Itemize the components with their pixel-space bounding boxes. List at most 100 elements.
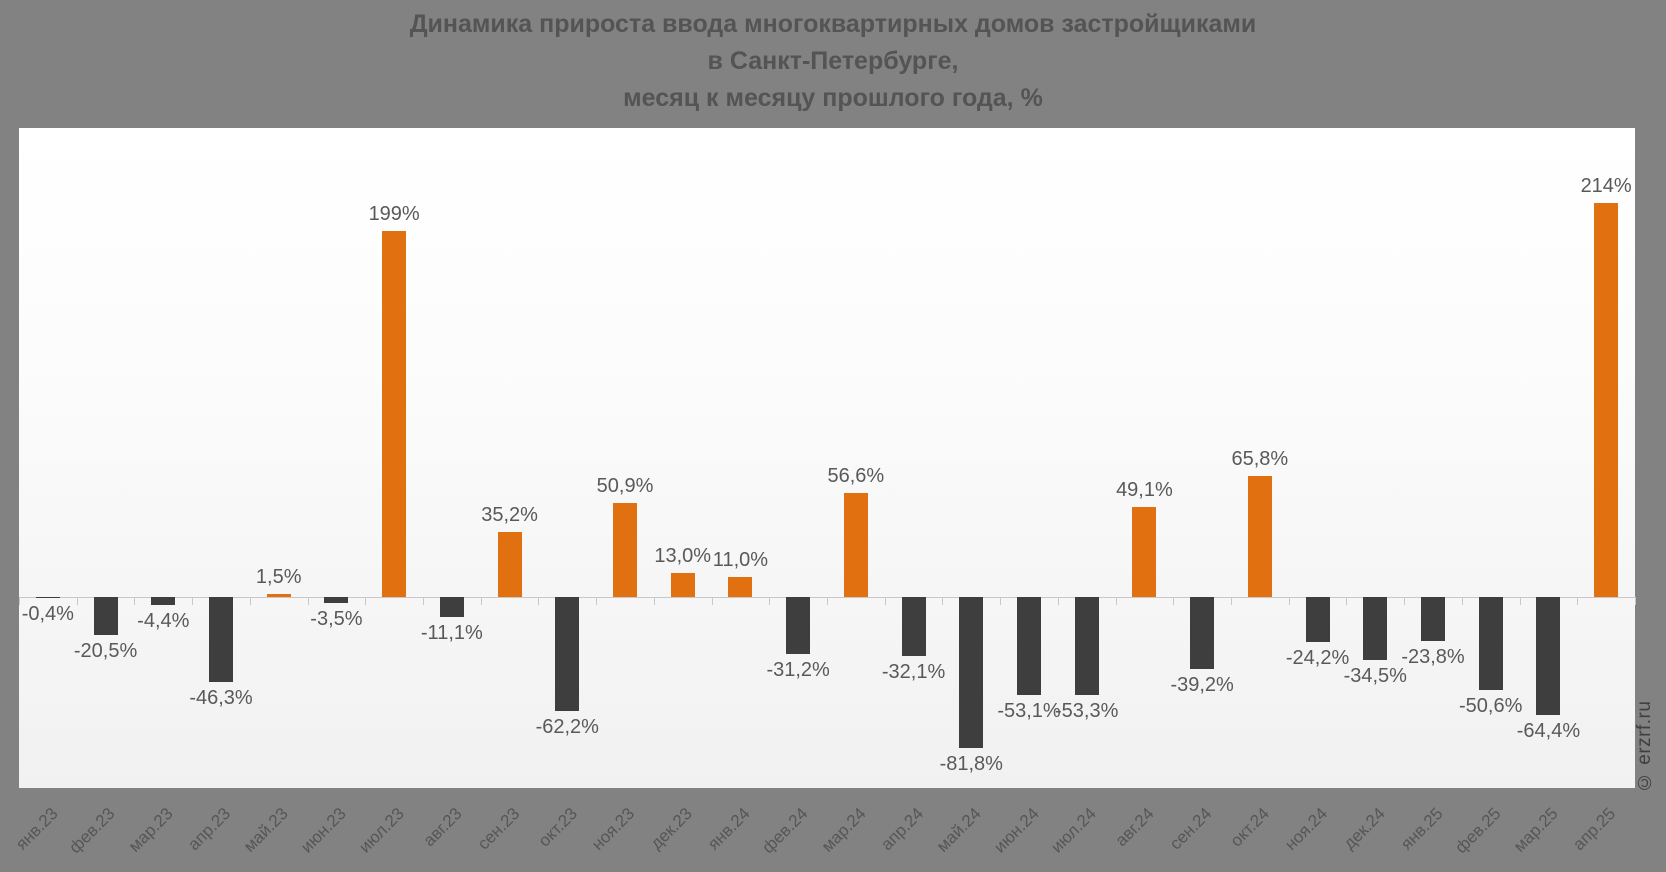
bar-value-label: 65,8% xyxy=(1231,447,1289,470)
axis-tick xyxy=(19,597,20,605)
x-axis-label: янв.23 xyxy=(11,804,62,854)
bar-янв.25 xyxy=(1421,597,1445,641)
axis-tick xyxy=(653,597,655,605)
bar-value-label: -0,4% xyxy=(21,603,74,625)
bar-июн.23 xyxy=(324,597,349,604)
x-axis-label: фев.24 xyxy=(758,804,812,858)
x-axis-label: сен.24 xyxy=(1166,804,1216,854)
x-axis-label: сен.23 xyxy=(473,804,523,854)
axis-tick xyxy=(1173,597,1175,605)
bar-value-label: 214% xyxy=(1580,175,1632,198)
bar-янв.24 xyxy=(728,576,753,597)
x-axis-label: дек.24 xyxy=(1339,804,1389,854)
bar-сен.24 xyxy=(1190,597,1215,670)
x-axis-label: апр.25 xyxy=(1569,804,1620,855)
bar-value-label: 1,5% xyxy=(255,566,302,589)
plot-area: -0,4% -20,5% -4,4% -46,3% 1,5% -3,5% 199% -11,1… xyxy=(19,128,1636,788)
x-axis-label: янв.24 xyxy=(704,804,754,854)
bar-value-label: -62,2% xyxy=(535,716,599,739)
axis-tick xyxy=(942,597,944,605)
x-axis-label: май.23 xyxy=(240,804,293,856)
bar-value-label: -46,3% xyxy=(189,687,253,710)
bar-окт.23 xyxy=(555,597,580,712)
bar-фев.23 xyxy=(93,597,118,635)
x-axis-label: фев.23 xyxy=(65,804,119,858)
axis-tick xyxy=(480,597,482,605)
bar-фев.25 xyxy=(1478,597,1503,691)
bar-value-label: -3,5% xyxy=(310,608,363,631)
bar-value-label: -4,4% xyxy=(137,610,190,633)
bar-value-label: -53,3% xyxy=(1055,700,1119,723)
axis-tick xyxy=(1000,597,1002,605)
bar-май.23 xyxy=(266,594,291,597)
axis-tick xyxy=(1115,597,1117,605)
bar-ноя.24 xyxy=(1305,597,1330,642)
x-axis-label: авг.24 xyxy=(1111,804,1158,851)
bar-июл.23 xyxy=(382,230,407,597)
x-axis-label: фев.25 xyxy=(1451,804,1505,858)
bar-дек.24 xyxy=(1363,597,1388,661)
x-axis-label: июл.23 xyxy=(354,804,408,857)
watermark-credit: © erzrf.ru xyxy=(1634,700,1655,792)
x-axis-label: май.24 xyxy=(932,804,985,856)
bar-value-label: 199% xyxy=(368,202,420,225)
axis-tick xyxy=(365,597,367,605)
axis-tick xyxy=(1519,597,1521,605)
bar-авг.24 xyxy=(1132,506,1157,597)
bar-мар.25 xyxy=(1536,597,1561,716)
bar-янв.23 xyxy=(35,597,60,598)
bar-value-label: -23,8% xyxy=(1401,645,1465,668)
bar-value-label: -64,4% xyxy=(1516,720,1581,743)
bar-ноя.23 xyxy=(613,503,637,597)
axis-tick xyxy=(827,597,828,605)
bar-сен.23 xyxy=(497,532,522,597)
bar-value-label: -31,2% xyxy=(766,659,830,682)
axis-tick xyxy=(1461,597,1463,605)
bar-июл.24 xyxy=(1074,597,1099,696)
bar-value-label: -11,1% xyxy=(420,622,483,645)
axis-tick xyxy=(423,597,424,605)
axis-tick xyxy=(1404,597,1406,605)
bar-value-label: 13,0% xyxy=(654,545,712,568)
x-axis-label: ноя.23 xyxy=(588,804,639,854)
bar-июн.24 xyxy=(1017,597,1041,695)
bar-май.24 xyxy=(959,597,984,748)
axis-tick xyxy=(1577,597,1579,605)
bar-value-label: 49,1% xyxy=(1116,478,1173,501)
bar-value-label: -24,2% xyxy=(1285,646,1350,669)
bar-value-label: -50,6% xyxy=(1459,695,1523,718)
x-axis-label: ноя.24 xyxy=(1281,804,1331,854)
bar-value-label: 50,9% xyxy=(596,475,654,498)
bar-value-label: 11,0% xyxy=(712,548,769,571)
x-axis-label: июн.23 xyxy=(297,804,350,857)
bar-мар.24 xyxy=(843,492,868,597)
axis-tick xyxy=(596,597,598,605)
bar-авг.23 xyxy=(439,597,464,618)
axis-tick xyxy=(1635,597,1636,605)
x-axis-label: авг.23 xyxy=(419,804,466,851)
x-axis-label: янв.25 xyxy=(1396,804,1447,854)
bar-апр.24 xyxy=(901,597,926,657)
x-axis-label: дек.23 xyxy=(647,804,697,854)
axis-tick xyxy=(76,597,78,605)
bar-value-label: -53,1% xyxy=(997,699,1061,722)
bar-value-label: -34,5% xyxy=(1343,665,1407,688)
bar-value-label: 35,2% xyxy=(481,504,538,527)
x-axis-label: мар.25 xyxy=(1510,804,1562,856)
x-axis-label: июл.24 xyxy=(1047,804,1101,857)
bar-мар.23 xyxy=(151,597,176,606)
x-axis-label: апр.23 xyxy=(184,804,235,855)
axis-tick xyxy=(192,597,194,605)
bar-дек.23 xyxy=(670,573,695,597)
axis-tick xyxy=(884,597,886,605)
axis-tick xyxy=(1057,597,1059,605)
bar-апр.25 xyxy=(1594,203,1619,597)
axis-tick xyxy=(249,597,251,605)
bar-value-label: -81,8% xyxy=(939,752,1003,775)
bar-value-label: -20,5% xyxy=(73,639,138,662)
x-axis-label: мар.23 xyxy=(124,804,177,856)
axis-tick xyxy=(134,597,136,605)
axis-tick xyxy=(1231,597,1232,605)
axis-tick xyxy=(538,597,540,605)
